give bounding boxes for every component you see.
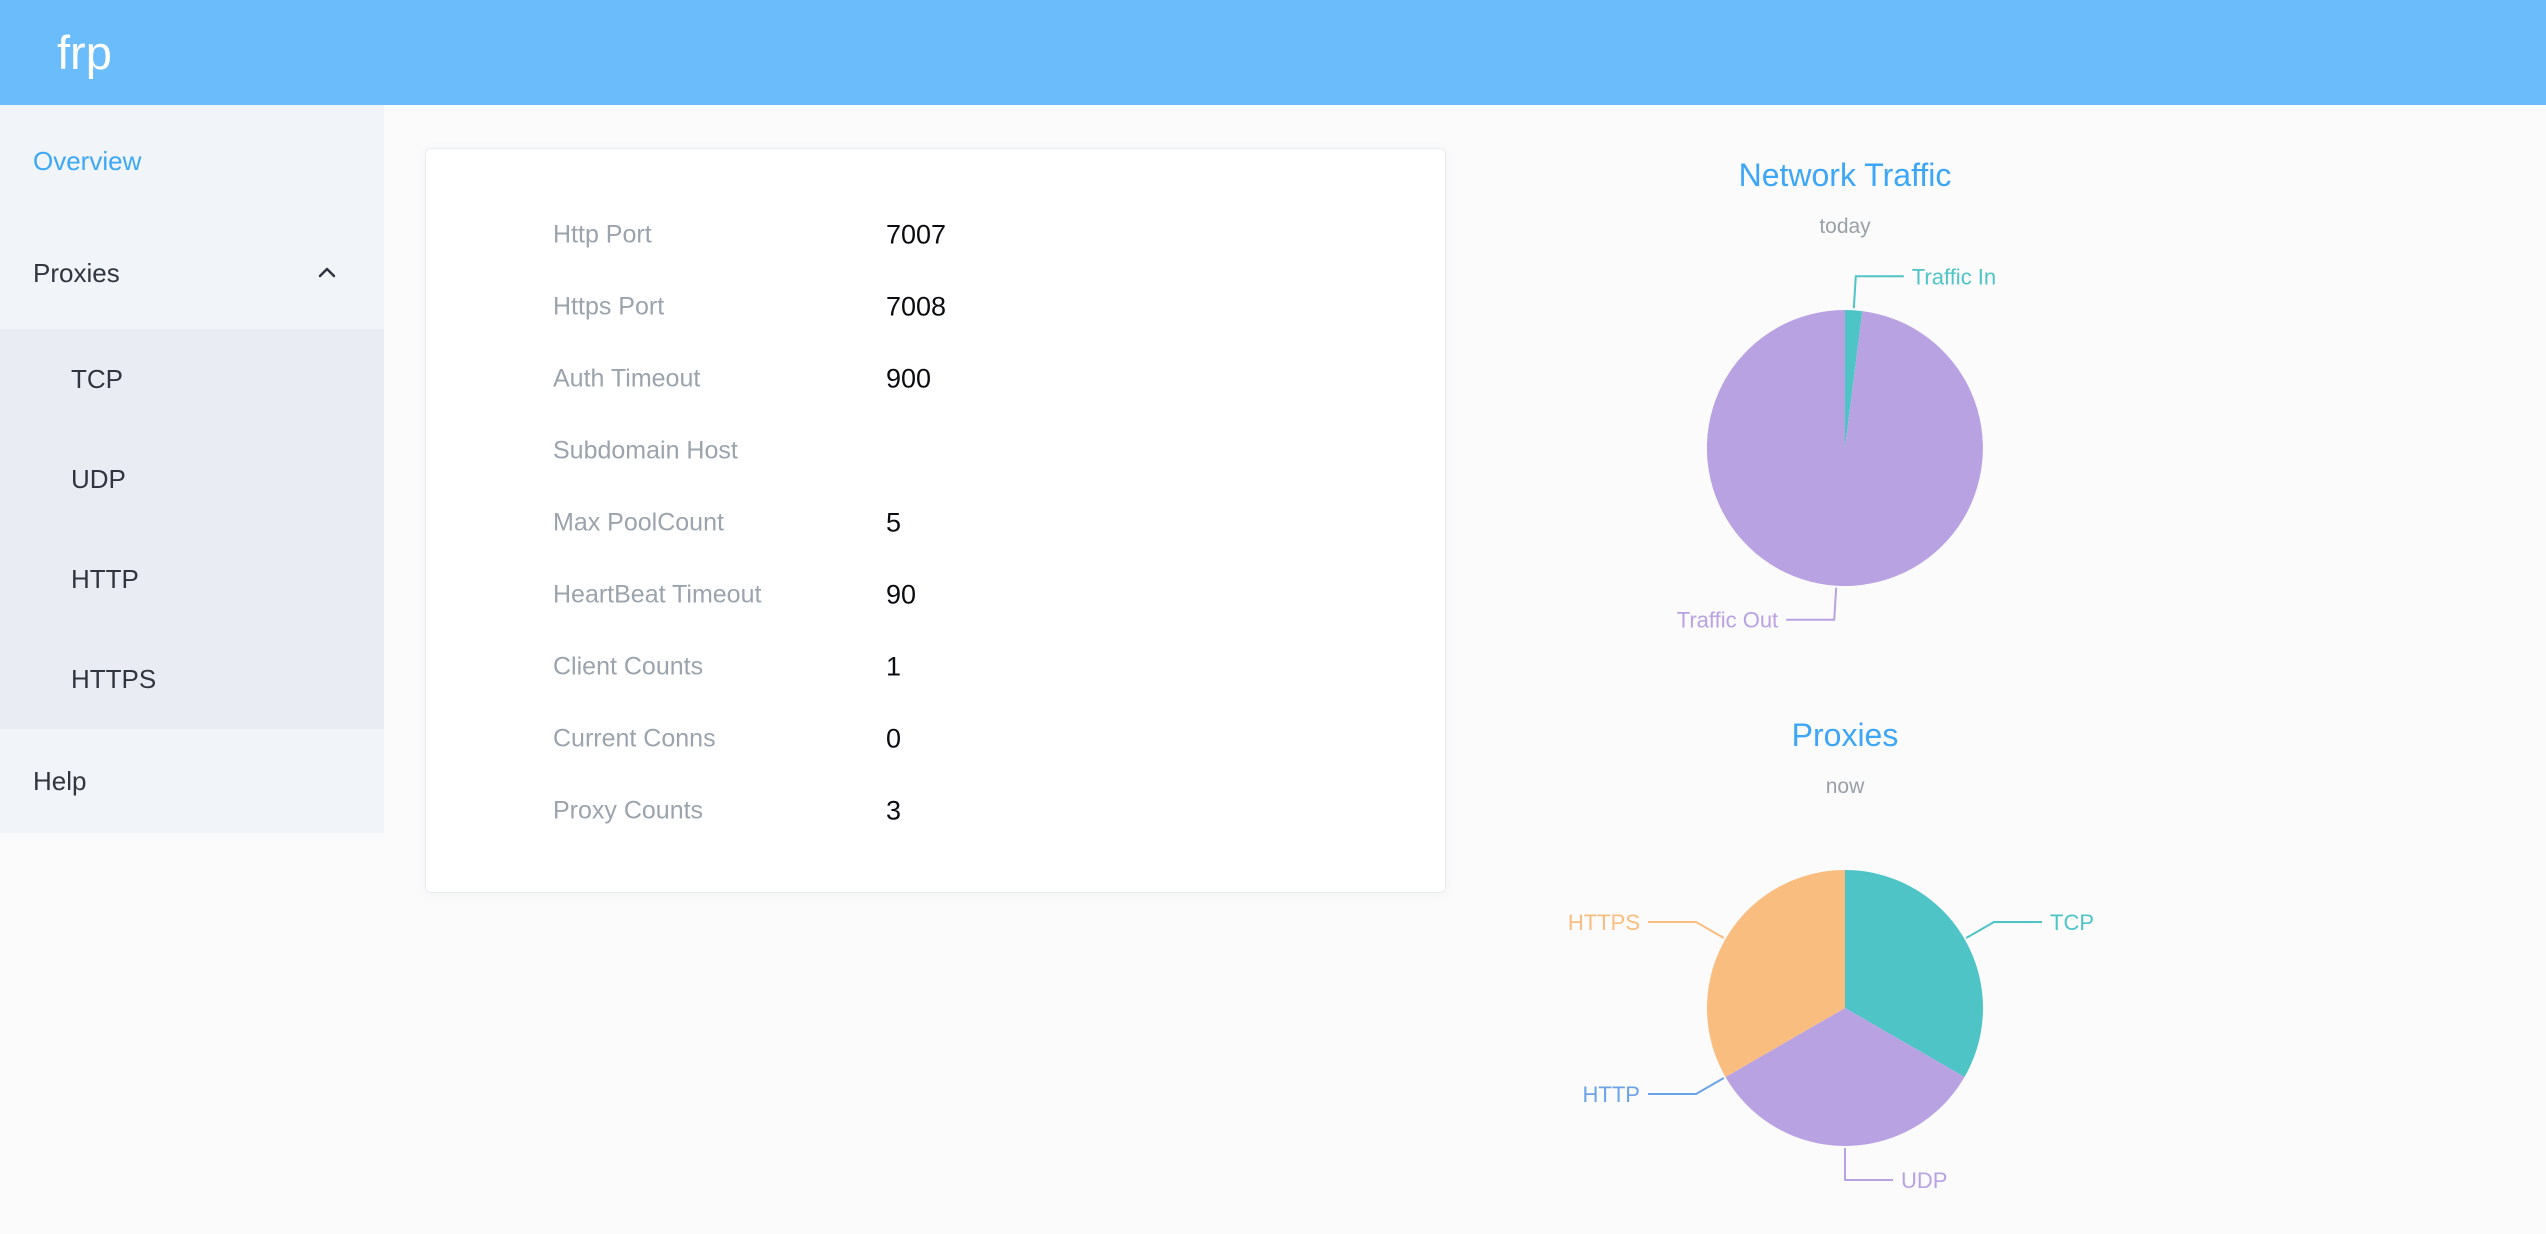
pie-label-line-udp: [1844, 1148, 1893, 1181]
proxies-submenu: TCP UDP HTTP HTTPS: [0, 329, 384, 729]
pie-slice-traffic-in: [1845, 310, 1863, 448]
pie-label-traffic-out: Traffic Out: [1677, 608, 1778, 633]
sidebar-item-https[interactable]: HTTPS: [0, 629, 384, 729]
network-traffic-chart: Network Traffic today Traffic In Traffic …: [1535, 150, 2155, 662]
sidebar-item-label: Proxies: [33, 257, 120, 288]
server-info-row: Http Port 7007: [426, 199, 1445, 271]
pie-label-line-traffic-out: [1786, 587, 1838, 621]
sidebar-item-tcp[interactable]: TCP: [0, 329, 384, 429]
server-info-row: HeartBeat Timeout 90: [426, 559, 1445, 631]
sidebar-item-label: HTTPS: [71, 663, 157, 694]
proxies-pie: TCP UDP HTTP HTTPS: [1568, 870, 2094, 1193]
info-label: HeartBeat Timeout: [553, 580, 762, 609]
info-label: Auth Timeout: [553, 364, 701, 393]
server-info-row: Https Port 7008: [426, 271, 1445, 343]
pie-label-line-traffic-in: [1852, 275, 1904, 309]
info-label: Proxy Counts: [553, 796, 704, 825]
info-label: Client Counts: [553, 652, 704, 681]
info-value: 1: [886, 651, 902, 682]
server-info-card: Http Port 7007 Https Port 7008 Auth Time…: [425, 148, 1446, 893]
pie-label-line-https: [1648, 921, 1725, 939]
sidebar-item-label: TCP: [71, 363, 123, 394]
pie-slice-https: [1707, 870, 1845, 1077]
info-value: 90: [886, 579, 917, 610]
info-value: 5: [886, 507, 902, 538]
sidebar: Overview Proxies TCP UDP HTTP HTTPS Help: [0, 105, 384, 833]
pie-slice-udp: [1725, 1008, 1965, 1146]
info-label: Max PoolCount: [553, 508, 724, 537]
pie-slice-traffic-out: [1706, 309, 1983, 586]
info-label: Current Conns: [553, 724, 716, 753]
info-value: 7007: [886, 219, 947, 250]
network-traffic-subtitle: today: [1819, 215, 1871, 238]
server-info-row: Subdomain Host: [426, 415, 1445, 487]
info-value: 3: [886, 795, 902, 826]
pie-label-http: HTTP: [1583, 1082, 1640, 1107]
info-label: Https Port: [553, 292, 665, 321]
sidebar-item-label: UDP: [71, 463, 126, 494]
info-value: 900: [886, 363, 932, 394]
sidebar-item-label: HTTP: [71, 563, 139, 594]
info-label: Subdomain Host: [553, 436, 738, 465]
app-logo: frp: [57, 26, 112, 79]
sidebar-item-overview[interactable]: Overview: [0, 105, 384, 217]
top-header-bar: frp: [0, 0, 2546, 105]
sidebar-item-help[interactable]: Help: [0, 729, 384, 833]
server-info-row: Current Conns 0: [426, 703, 1445, 775]
proxies-subtitle: now: [1825, 775, 1865, 798]
pie-label-https: HTTPS: [1568, 910, 1640, 935]
sidebar-item-http[interactable]: HTTP: [0, 529, 384, 629]
proxies-chart: Proxies now TCP UDP HTTP HTTPS: [1535, 710, 2155, 1222]
server-info-row: Proxy Counts 3: [426, 775, 1445, 847]
pie-label-traffic-in: Traffic In: [1912, 264, 1996, 289]
pie-label-line-tcp: [1965, 921, 2042, 939]
info-label: Http Port: [553, 220, 652, 249]
info-value: 0: [886, 723, 902, 754]
server-info-row: Auth Timeout 900: [426, 343, 1445, 415]
pie-label-tcp: TCP: [2050, 910, 2094, 935]
sidebar-item-udp[interactable]: UDP: [0, 429, 384, 529]
pie-label-udp: UDP: [1901, 1168, 1947, 1193]
pie-slice-tcp: [1845, 870, 1983, 1077]
server-info-row: Client Counts 1: [426, 631, 1445, 703]
pie-label-line-http: [1648, 1077, 1725, 1095]
server-info-row: Max PoolCount 5: [426, 487, 1445, 559]
chevron-up-icon: [318, 267, 336, 278]
sidebar-item-label: Help: [33, 765, 87, 796]
network-traffic-pie: Traffic In Traffic Out: [1677, 264, 1996, 633]
sidebar-item-proxies[interactable]: Proxies: [0, 217, 384, 329]
info-value: 7008: [886, 291, 947, 322]
sidebar-item-label: Overview: [33, 145, 142, 176]
network-traffic-title: Network Traffic: [1738, 157, 1952, 193]
proxies-title: Proxies: [1791, 717, 1899, 753]
